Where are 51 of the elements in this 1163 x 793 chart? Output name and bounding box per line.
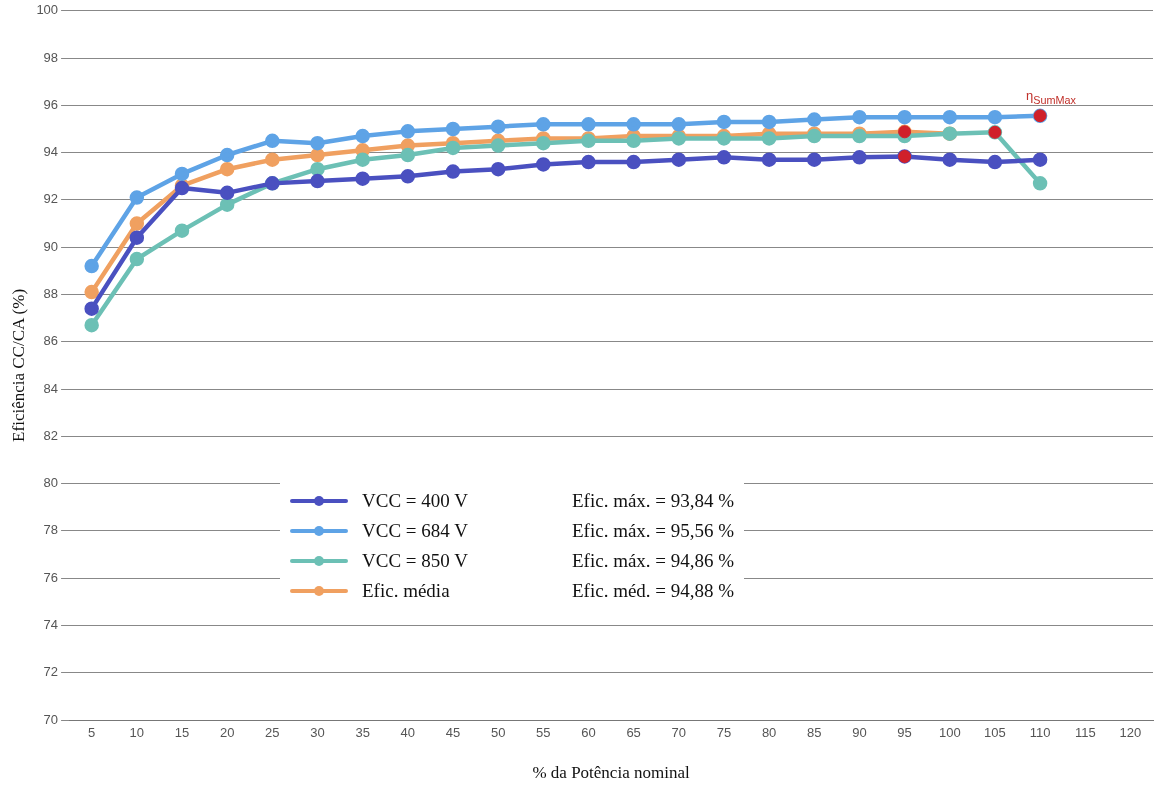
legend-label: Efic. média <box>362 580 451 602</box>
x-tick-label: 50 <box>490 725 506 741</box>
y-tick-label: 80 <box>43 475 59 491</box>
x-tick-label: 120 <box>1119 725 1142 741</box>
y-tick-label: 76 <box>43 569 59 585</box>
x-tick-label: 45 <box>445 725 461 741</box>
y-tick-label: 100 <box>36 2 59 18</box>
y-tick-label: 84 <box>43 380 59 396</box>
x-tick-label: 5 <box>88 725 96 741</box>
y-tick-label: 90 <box>43 238 59 254</box>
x-tick-label: 10 <box>129 725 145 741</box>
y-tick-label: 70 <box>43 711 59 727</box>
x-tick-label: 90 <box>852 725 867 741</box>
y-tick-label: 86 <box>43 333 59 349</box>
legend-label: VCC = 850 V <box>362 550 469 572</box>
x-tick-label: 95 <box>897 725 912 741</box>
x-tick-label: 30 <box>310 725 325 741</box>
y-tick-label: 98 <box>43 49 59 65</box>
annotation: Efic. máx. = 95,56 % <box>572 520 735 542</box>
legend-label: VCC = 684 V <box>362 520 469 542</box>
x-tick-label: 15 <box>174 725 190 741</box>
x-tick-label: 80 <box>761 725 777 741</box>
y-tick-label: 94 <box>43 144 59 160</box>
x-tick-label: 115 <box>1074 725 1096 741</box>
x-tick-label: 70 <box>671 725 687 741</box>
x-tick-label: 20 <box>219 725 235 741</box>
y-tick-label: 74 <box>43 617 59 633</box>
x-tick-label: 65 <box>626 725 641 741</box>
annotation: Efic. méd. = 94,88 % <box>572 580 735 602</box>
y-tick-label: 96 <box>43 96 59 112</box>
x-tick-label: 60 <box>581 725 596 741</box>
x-tick-label: 100 <box>938 725 961 741</box>
x-tick-label: 110 <box>1029 725 1051 741</box>
annotation: Efic. máx. = 94,86 % <box>572 550 735 572</box>
x-axis-title: % da Potência nominal <box>532 763 690 783</box>
x-tick-label: 55 <box>536 725 551 741</box>
x-tick-label: 25 <box>265 725 280 741</box>
x-tick-label: 75 <box>716 725 732 741</box>
annotation: Efic. máx. = 93,84 % <box>572 490 735 512</box>
x-tick-label: 85 <box>807 725 822 741</box>
y-tick-label: 78 <box>43 522 59 538</box>
y-tick-label: 92 <box>43 191 59 207</box>
annotation: η$_{SumMax}$ <box>1026 87 1077 106</box>
x-tick-label: 35 <box>355 725 370 741</box>
y-tick-label: 72 <box>43 664 59 680</box>
y-axis-title: Eficiência CC/CA (%) <box>8 288 28 442</box>
x-tick-label: 40 <box>400 725 416 741</box>
y-tick-label: 82 <box>43 427 59 443</box>
y-tick-label: 88 <box>43 286 59 302</box>
x-tick-label: 105 <box>984 725 1006 741</box>
legend-label: VCC = 400 V <box>362 490 469 512</box>
